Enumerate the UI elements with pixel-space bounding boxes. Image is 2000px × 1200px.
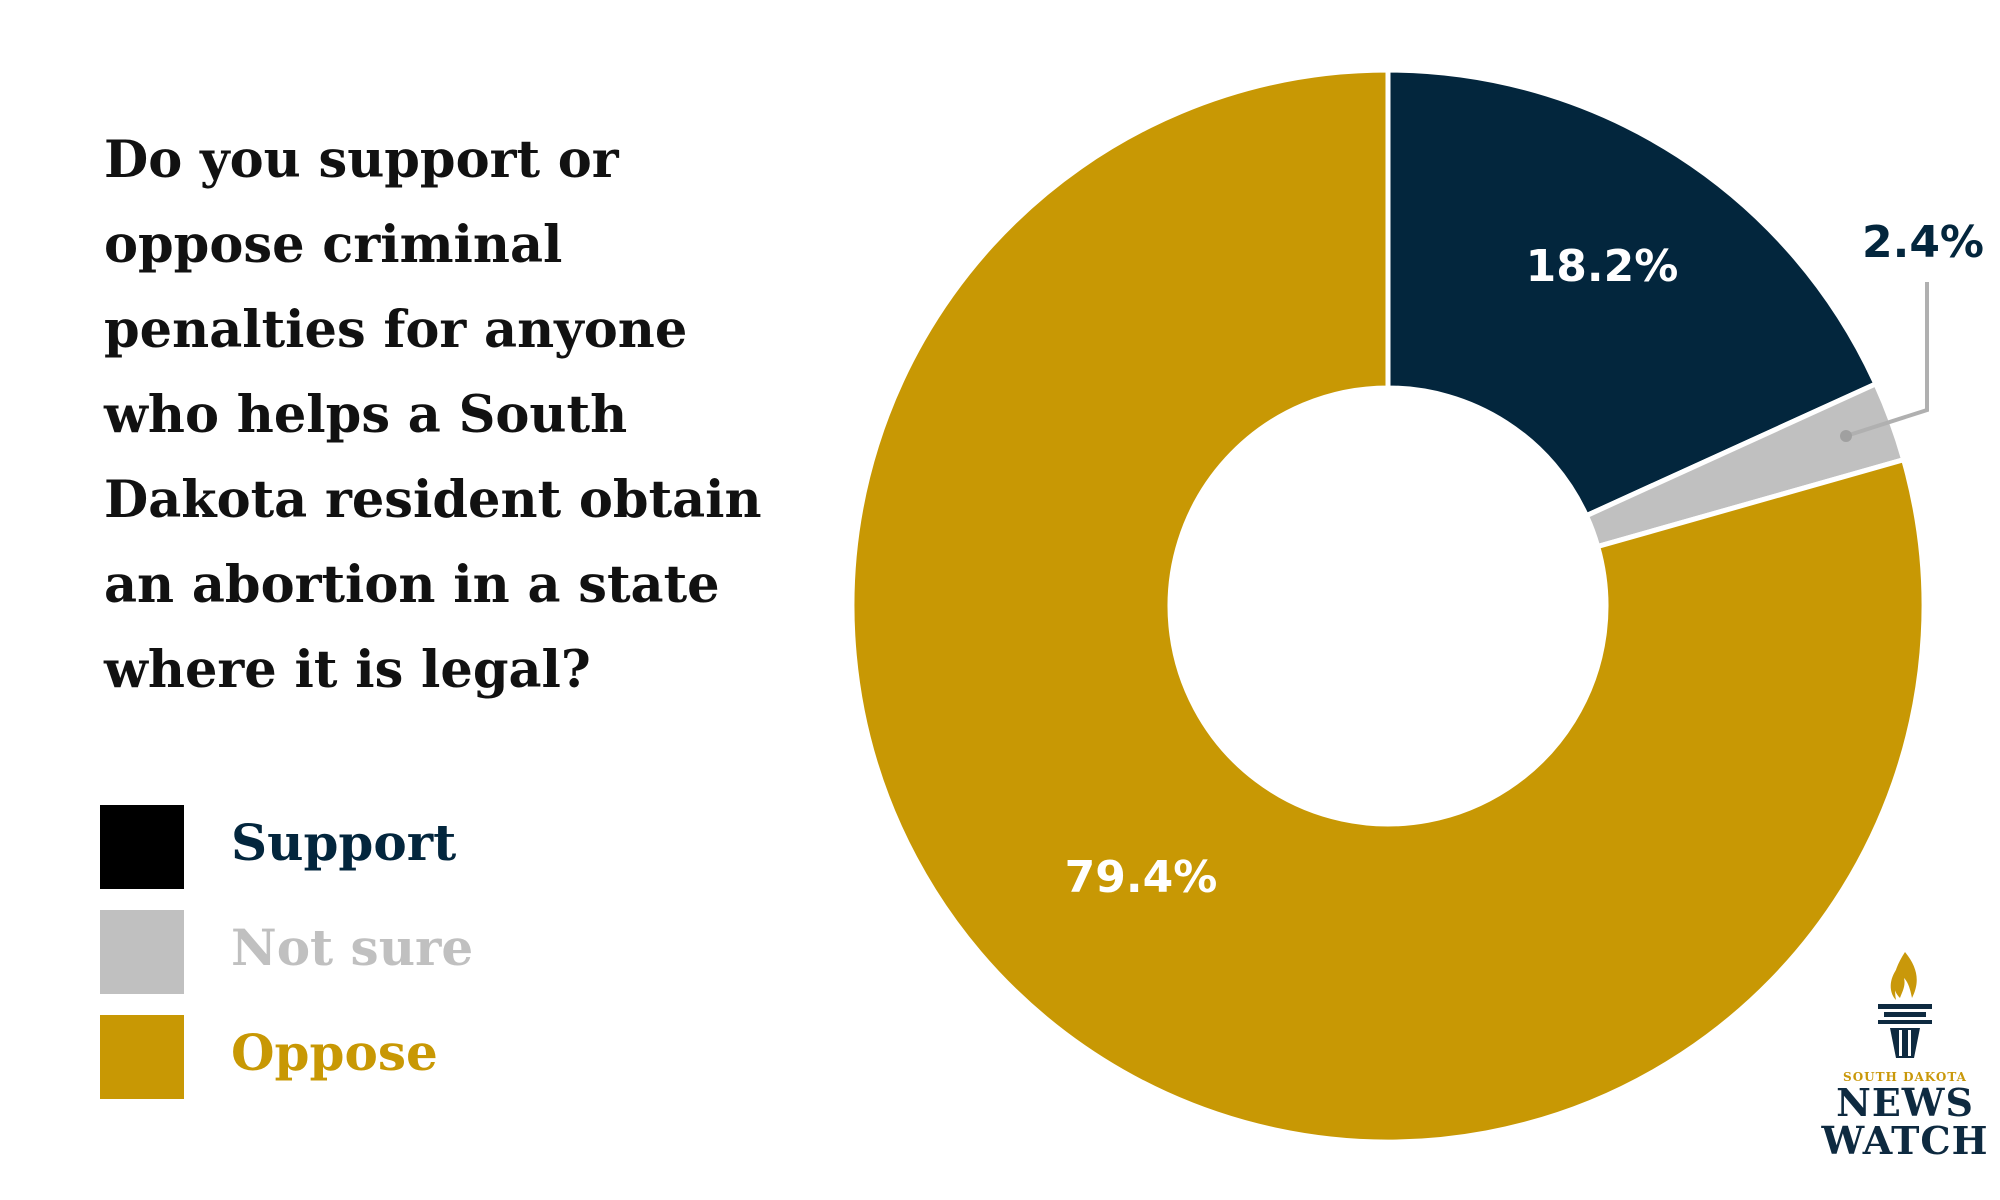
chart-title: Do you support or oppose criminal penaltie… [104,118,824,713]
data-label: 2.4% [1862,217,1984,268]
title-line: where it is legal? [104,640,591,700]
south-dakota-news-watch-logo: SOUTH DAKOTA NEWS WATCH [1820,950,1990,1160]
title-line: an abortion in a state [104,555,720,615]
legend-swatch [100,805,184,889]
legend-swatch [100,1015,184,1099]
logo-text-news: NEWS [1836,1080,1974,1125]
logo-text-watch: WATCH [1821,1118,1989,1163]
title-line: oppose criminal [104,215,563,275]
legend-label: Support [231,813,457,872]
logo-text-top: SOUTH DAKOTA [1843,1070,1967,1084]
torch-icon [1878,952,1932,1058]
leader-dot [1840,430,1852,442]
data-label: 18.2% [1526,241,1679,292]
legend-label: Oppose [231,1023,438,1082]
title-line: who helps a South [104,385,628,445]
data-label: 79.4% [1065,852,1218,903]
title-line: penalties for anyone [104,300,688,360]
slice-oppose [849,67,1927,1145]
slice-support [1385,67,1880,519]
title-line: Dakota resident obtain [104,470,762,530]
title-line: Do you support or [104,130,619,190]
legend-swatch [100,910,184,994]
leader-line [1845,282,1929,438]
legend-label: Not sure [231,918,474,977]
